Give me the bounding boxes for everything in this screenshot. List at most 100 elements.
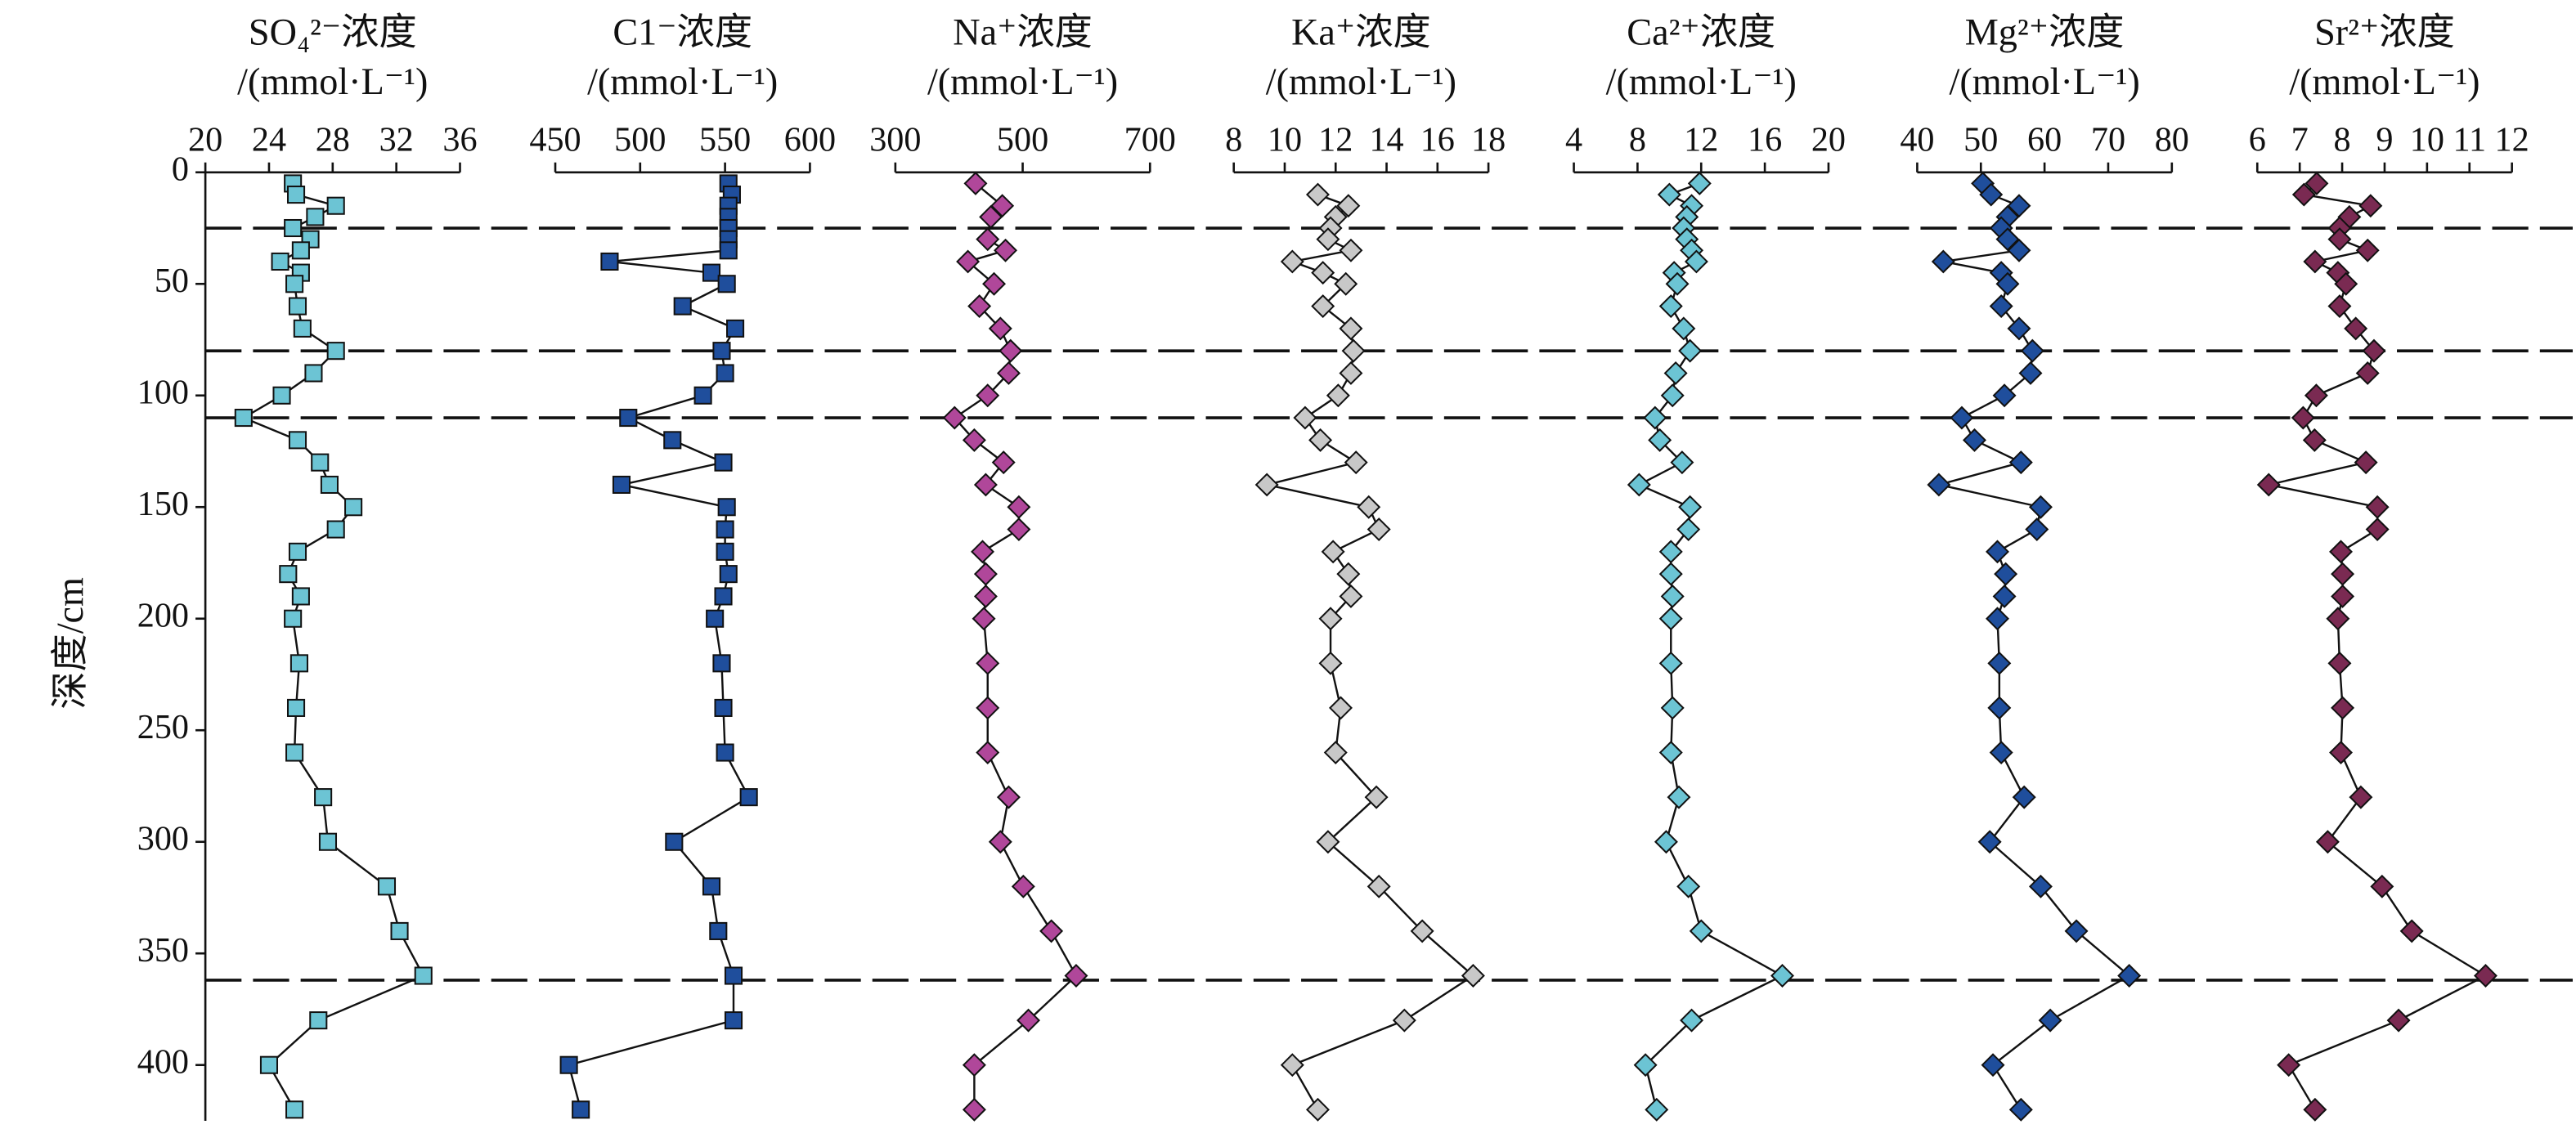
marker: [1987, 651, 2012, 675]
marker: [1989, 294, 2013, 319]
marker: [973, 562, 998, 586]
marker: [612, 475, 631, 494]
x-tick-label: 70: [2091, 120, 2125, 159]
x-tick-label: 36: [442, 120, 477, 159]
x-tick-label: 14: [1369, 120, 1403, 159]
marker: [973, 473, 998, 497]
marker: [976, 741, 1000, 764]
marker: [716, 743, 734, 762]
marker: [2025, 517, 2049, 542]
marker: [572, 1100, 590, 1119]
marker: [1308, 428, 1333, 452]
marker: [693, 386, 712, 405]
marker: [1995, 271, 2020, 296]
panel-title: Mg²⁺浓度: [1965, 11, 2125, 53]
marker: [2365, 495, 2390, 519]
y-tick-label: 0: [172, 150, 189, 188]
marker: [2277, 1053, 2301, 1077]
marker: [318, 832, 338, 851]
marker: [976, 696, 1000, 720]
y-tick-label: 300: [137, 819, 189, 858]
marker: [714, 453, 733, 472]
marker: [2370, 874, 2394, 898]
x-tick-label: 4: [1565, 120, 1582, 159]
marker: [2291, 182, 2316, 207]
marker: [1334, 271, 1358, 296]
marker: [1007, 495, 1031, 519]
marker: [2362, 338, 2386, 363]
marker: [259, 1055, 279, 1074]
marker: [990, 194, 1015, 218]
marker: [988, 830, 1012, 854]
marker: [1323, 741, 1348, 764]
panel-title: Ca²⁺浓度: [1627, 11, 1775, 53]
marker: [285, 1100, 304, 1119]
marker: [2331, 696, 2355, 720]
marker: [377, 877, 397, 896]
marker: [2365, 517, 2390, 542]
marker: [2304, 383, 2328, 408]
marker: [2329, 741, 2353, 764]
marker: [999, 338, 1023, 363]
marker: [1293, 405, 1317, 430]
marker: [2331, 584, 2355, 608]
marker: [962, 1053, 986, 1077]
marker: [1318, 607, 1343, 631]
marker: [234, 409, 253, 428]
x-tick-label: 600: [784, 120, 836, 159]
marker: [996, 785, 1021, 809]
marker: [1329, 696, 1353, 720]
x-tick-label: 18: [1471, 120, 1506, 159]
x-tick-label: 500: [997, 120, 1048, 159]
marker: [717, 498, 736, 517]
marker: [1316, 227, 1340, 252]
panel-unit: /(mmol·L⁻¹): [2289, 60, 2480, 102]
marker: [2315, 830, 2340, 854]
marker: [1326, 383, 1350, 408]
marker: [724, 1011, 743, 1030]
marker: [1311, 294, 1335, 319]
marker: [1344, 450, 1368, 475]
marker: [1979, 182, 2004, 207]
marker: [344, 498, 363, 517]
marker: [284, 609, 303, 628]
marker: [304, 364, 323, 383]
marker: [1254, 473, 1279, 497]
marker: [2399, 919, 2424, 943]
y-tick-label: 200: [137, 596, 189, 634]
marker: [1357, 495, 1381, 519]
marker: [326, 342, 345, 361]
marker: [994, 238, 1018, 262]
marker: [289, 654, 308, 673]
x-tick-label: 16: [1420, 120, 1455, 159]
x-tick-label: 16: [1748, 120, 1782, 159]
marker: [702, 877, 721, 896]
marker: [1676, 517, 1701, 542]
marker: [1660, 584, 1685, 608]
marker: [1316, 830, 1340, 854]
marker: [1627, 473, 1651, 497]
marker: [739, 788, 758, 807]
x-tick-label: 20: [1811, 120, 1846, 159]
marker: [2012, 785, 2036, 809]
panel-unit: /(mmol·L⁻¹): [1266, 60, 1456, 102]
marker: [2028, 495, 2053, 519]
x-tick-label: 12: [1318, 120, 1353, 159]
marker: [1672, 316, 1696, 341]
marker: [1367, 517, 1391, 542]
marker: [1461, 964, 1485, 988]
x-tick-label: 20: [188, 120, 222, 159]
marker: [1658, 607, 1683, 631]
profile-line: [953, 182, 1078, 1110]
marker: [390, 921, 409, 940]
marker: [1336, 562, 1361, 586]
marker: [665, 832, 684, 851]
marker: [2038, 1008, 2062, 1033]
marker: [976, 227, 1000, 252]
marker: [1654, 830, 1678, 854]
marker: [619, 409, 638, 428]
panel-unit: /(mmol·L⁻¹): [237, 60, 428, 102]
marker: [1981, 1053, 2005, 1077]
marker: [2327, 294, 2352, 319]
y-axis-label: 深度/cm: [49, 577, 91, 710]
